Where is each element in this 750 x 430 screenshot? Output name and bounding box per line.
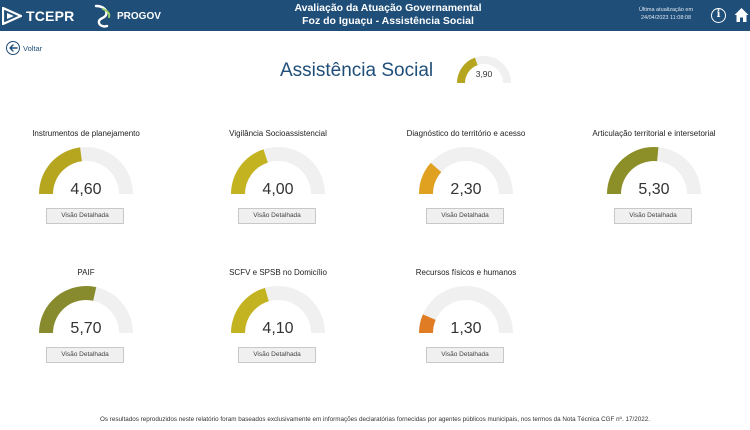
header-title: Avaliação da Atuação Governamental Foz d…: [250, 2, 526, 28]
page-title: Assistência Social: [280, 60, 434, 81]
indicator-value: 4,00: [262, 181, 294, 198]
gauge-fill: [419, 314, 436, 333]
back-arrow-icon: [6, 41, 20, 55]
info-icon[interactable]: i: [711, 8, 726, 23]
indicator-value: 4,60: [70, 181, 102, 198]
tcepr-logo-icon: [2, 7, 22, 25]
indicator-card: SCFV e SPSB no Domicílio 4,10 Visão Deta…: [198, 268, 358, 378]
indicator-gauge: [607, 147, 701, 194]
indicator-value: 1,30: [450, 320, 482, 337]
indicator-gauge: [231, 286, 325, 333]
detail-view-button[interactable]: Visão Detalhada: [238, 347, 316, 363]
home-icon[interactable]: [734, 7, 749, 23]
indicator-title: Instrumentos de planejamento: [32, 129, 140, 138]
last-update-info: Última atualização em 24/04/2023 11:08:0…: [618, 6, 714, 22]
detail-view-button[interactable]: Visão Detalhada: [426, 347, 504, 363]
indicator-title: SCFV e SPSB no Domicílio: [229, 268, 327, 277]
indicator-card: PAIF 5,70 Visão Detalhada: [6, 268, 166, 378]
gauge-fill: [231, 149, 268, 194]
indicator-card: Articulação territorial e intersetorial …: [574, 129, 734, 239]
summary-gauge-fill: [457, 57, 478, 83]
summary-gauge: [457, 56, 511, 83]
detail-view-button[interactable]: Visão Detalhada: [614, 208, 692, 224]
indicator-title: Recursos físicos e humanos: [415, 268, 517, 277]
gauge-fill: [39, 147, 82, 194]
indicator-value: 2,30: [450, 181, 482, 198]
detail-view-button[interactable]: Visão Detalhada: [46, 208, 124, 224]
indicator-title: Vigilância Socioassistencial: [229, 129, 327, 138]
progov-logo[interactable]: PROGOV: [93, 4, 161, 28]
detail-view-button[interactable]: Visão Detalhada: [426, 208, 504, 224]
indicator-gauge: [419, 286, 513, 333]
indicator-value: 4,10: [262, 320, 294, 337]
back-button[interactable]: Voltar: [6, 40, 42, 56]
detail-view-button[interactable]: Visão Detalhada: [46, 347, 124, 363]
progov-logo-icon: [94, 4, 111, 28]
gauge-fill: [39, 285, 97, 333]
indicator-title: Articulação territorial e intersetorial: [592, 129, 716, 138]
last-update-label: Última atualização em: [638, 7, 694, 13]
back-label: Voltar: [23, 43, 43, 53]
indicator-card: Diagnóstico do território e acesso 2,30 …: [386, 129, 546, 239]
indicator-value: 5,70: [70, 320, 102, 337]
indicator-gauge: [39, 285, 133, 333]
tcepr-logo[interactable]: TCEPR: [2, 5, 74, 27]
header-title-line1: Avaliação da Atuação Governamental: [294, 2, 482, 14]
progov-logo-text: PROGOV: [117, 10, 161, 22]
indicator-title: PAIF: [77, 268, 95, 277]
indicator-card: Recursos físicos e humanos 1,30 Visão De…: [386, 268, 546, 378]
header-title-line2: Foz do Iguaçu - Assistência Social: [302, 15, 474, 27]
tcepr-logo-text: TCEPR: [26, 8, 75, 24]
indicator-gauge: [231, 147, 325, 194]
gauge-fill: [607, 147, 659, 194]
indicator-card: Vigilância Socioassistencial 4,00 Visão …: [198, 129, 358, 239]
last-update-date: 24/04/2023 11:08:08: [640, 15, 692, 21]
indicator-title: Diagnóstico do território e acesso: [406, 129, 526, 138]
gauge-fill: [419, 162, 442, 194]
gauge-track: [419, 286, 513, 333]
footnote: Os resultados reproduzidos neste relatór…: [100, 416, 650, 423]
gauge-track: [419, 147, 513, 194]
gauge-fill: [231, 287, 269, 333]
indicator-value: 5,30: [638, 181, 670, 198]
indicator-gauge: [39, 147, 133, 194]
detail-view-button[interactable]: Visão Detalhada: [238, 208, 316, 224]
indicator-card: Instrumentos de planejamento 4,60 Visão …: [6, 129, 166, 239]
summary-score: 3,90: [475, 69, 493, 79]
top-bar: TCEPR PROGOV Avaliação da Atuação Govern…: [0, 0, 750, 31]
indicator-gauge: [419, 147, 513, 194]
